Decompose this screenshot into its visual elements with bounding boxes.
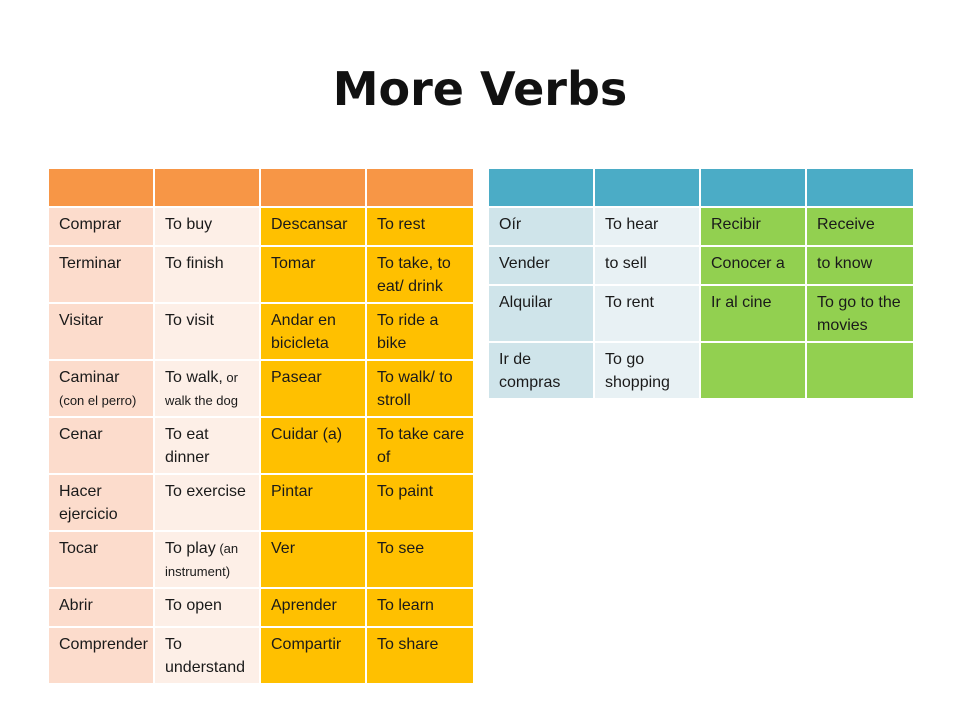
table-row: Alquilar To rent Ir al cine To go to the…	[487, 284, 915, 343]
table-row: Hacer ejercicio To exercise Pintar To pa…	[47, 473, 475, 532]
spanish-verb-cell: Vender	[487, 245, 595, 286]
table-header-row	[47, 167, 475, 208]
meaning-note: or walk the dog	[165, 370, 238, 408]
spanish-verb-cell: Tomar	[259, 245, 367, 304]
header-cell	[47, 167, 155, 208]
english-meaning-cell: To eat dinner	[153, 416, 261, 475]
english-meaning-cell: To open	[153, 587, 261, 628]
english-meaning-cell: to sell	[593, 245, 701, 286]
spanish-verb-cell: Ir de compras	[487, 341, 595, 400]
spanish-verb-cell: Aprender	[259, 587, 367, 628]
table-row: Caminar (con el perro) To walk, or walk …	[47, 359, 475, 418]
english-meaning-cell: To take care of	[365, 416, 475, 475]
english-meaning-cell: To paint	[365, 473, 475, 532]
english-meaning-cell: To take, to eat/ drink	[365, 245, 475, 304]
spanish-verb-cell: Ver	[259, 530, 367, 589]
english-meaning-cell: To learn	[365, 587, 475, 628]
english-meaning-cell	[805, 341, 915, 400]
spanish-verb-cell: Hacer ejercicio	[47, 473, 155, 532]
spanish-verb-cell	[699, 341, 807, 400]
spanish-verb-cell: Ir al cine	[699, 284, 807, 343]
spanish-verb-cell: Andar en bicicleta	[259, 302, 367, 361]
header-cell	[593, 167, 701, 208]
english-meaning-cell: To understand	[153, 626, 261, 685]
verb-text: Caminar	[59, 369, 120, 386]
spanish-verb-cell: Recibir	[699, 206, 807, 247]
english-meaning-cell: To finish	[153, 245, 261, 304]
english-meaning-cell: To share	[365, 626, 475, 685]
spanish-verb-cell: Comprar	[47, 206, 155, 247]
spanish-verb-cell: Cuidar (a)	[259, 416, 367, 475]
english-meaning-cell: Receive	[805, 206, 915, 247]
table-header-row	[487, 167, 915, 208]
table-row: Visitar To visit Andar en bicicleta To r…	[47, 302, 475, 361]
verbs-table-right: Oír To hear Recibir Receive Vender to se…	[487, 167, 915, 400]
spanish-verb-cell: Abrir	[47, 587, 155, 628]
english-meaning-cell: To rent	[593, 284, 701, 343]
english-meaning-cell: To rest	[365, 206, 475, 247]
spanish-verb-cell: Tocar	[47, 530, 155, 589]
header-cell	[487, 167, 595, 208]
meaning-note: (an instrument)	[165, 541, 239, 579]
english-meaning-cell: To walk/ to stroll	[365, 359, 475, 418]
english-meaning-cell: To visit	[153, 302, 261, 361]
table-row: Ir de compras To go shopping	[487, 341, 915, 400]
meaning-text: To play	[165, 540, 216, 557]
spanish-verb-cell: Visitar	[47, 302, 155, 361]
english-meaning-cell: To buy	[153, 206, 261, 247]
english-meaning-cell: To exercise	[153, 473, 261, 532]
spanish-verb-cell: Terminar	[47, 245, 155, 304]
table-row: Vender to sell Conocer a to know	[487, 245, 915, 286]
spanish-verb-cell: Comprender	[47, 626, 155, 685]
spanish-verb-cell: Oír	[487, 206, 595, 247]
verb-note: (con el perro)	[59, 393, 137, 408]
slide-title: More Verbs	[332, 62, 628, 116]
spanish-verb-cell: Pasear	[259, 359, 367, 418]
spanish-verb-cell: Alquilar	[487, 284, 595, 343]
header-cell	[259, 167, 367, 208]
spanish-verb-cell: Caminar (con el perro)	[47, 359, 155, 418]
english-meaning-cell: To go shopping	[593, 341, 701, 400]
english-meaning-cell: To ride a bike	[365, 302, 475, 361]
spanish-verb-cell: Conocer a	[699, 245, 807, 286]
english-meaning-cell: To see	[365, 530, 475, 589]
header-cell	[805, 167, 915, 208]
table-row: Tocar To play (an instrument) Ver To see	[47, 530, 475, 589]
header-cell	[365, 167, 475, 208]
table-row: Comprar To buy Descansar To rest	[47, 206, 475, 247]
meaning-text: To walk,	[165, 369, 223, 386]
header-cell	[153, 167, 261, 208]
verbs-table-left: Comprar To buy Descansar To rest Termina…	[47, 167, 475, 685]
english-meaning-cell: To hear	[593, 206, 701, 247]
header-cell	[699, 167, 807, 208]
spanish-verb-cell: Cenar	[47, 416, 155, 475]
table-row: Terminar To finish Tomar To take, to eat…	[47, 245, 475, 304]
english-meaning-cell: To walk, or walk the dog	[153, 359, 261, 418]
table-row: Oír To hear Recibir Receive	[487, 206, 915, 247]
table-row: Abrir To open Aprender To learn	[47, 587, 475, 628]
spanish-verb-cell: Descansar	[259, 206, 367, 247]
english-meaning-cell: To go to the movies	[805, 284, 915, 343]
table-row: Comprender To understand Compartir To sh…	[47, 626, 475, 685]
spanish-verb-cell: Compartir	[259, 626, 367, 685]
english-meaning-cell: To play (an instrument)	[153, 530, 261, 589]
table-row: Cenar To eat dinner Cuidar (a) To take c…	[47, 416, 475, 475]
spanish-verb-cell: Pintar	[259, 473, 367, 532]
english-meaning-cell: to know	[805, 245, 915, 286]
